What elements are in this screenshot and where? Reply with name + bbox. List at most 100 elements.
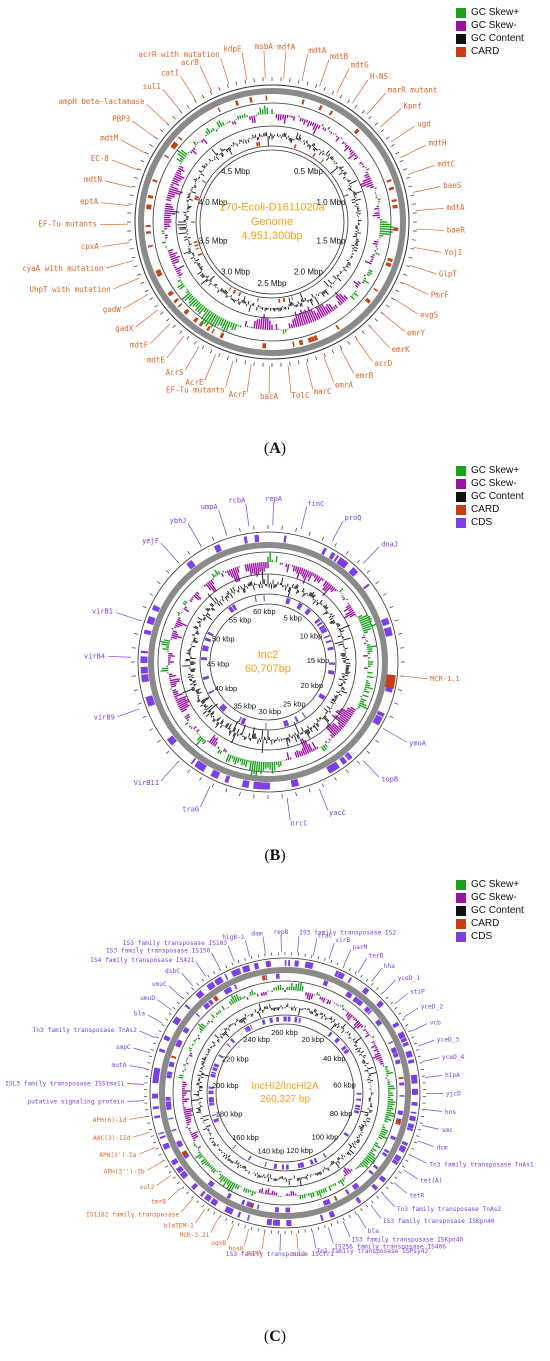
gene-label: terD (369, 952, 384, 959)
scale-tick (165, 1165, 168, 1168)
scale-tick (334, 777, 337, 781)
gc-content-bar (248, 1171, 251, 1175)
gc-content-bar (323, 604, 328, 609)
gene-leader-line (261, 1232, 265, 1250)
gc-content-bar (307, 143, 310, 147)
gc-skew-bar (345, 604, 351, 609)
gene-label: AcrF (229, 390, 248, 399)
gc-skew-bar (250, 1190, 254, 1196)
gene-label: gadW (103, 305, 122, 314)
scale-label: 2.0 Mbp (294, 267, 323, 276)
gc-skew-bar (366, 183, 374, 188)
gc-skew-bar (385, 1068, 388, 1071)
feature-arrow (372, 1164, 379, 1170)
scale-tick (194, 99, 197, 104)
gc-content-bar (330, 1160, 334, 1165)
gc-skew-bar (384, 1120, 388, 1123)
feature-arrow (367, 1010, 373, 1015)
scale-tick (339, 345, 343, 350)
gc-skew-bar (166, 198, 172, 202)
feature-arrow (357, 1000, 364, 1007)
gene-label: rcbA (228, 497, 246, 505)
gene-leader-line (417, 1040, 435, 1047)
gc-content-bar (229, 1024, 232, 1027)
scale-tick (231, 962, 234, 966)
gene-label: bacA (260, 392, 279, 401)
gc-content-bar (200, 278, 208, 285)
gc-skew-bar (197, 1034, 200, 1037)
scale-label: 1.5 Mbp (317, 236, 346, 245)
gc-content-bar (213, 156, 216, 158)
gc-skew-bar (341, 141, 345, 145)
inner-ring (209, 603, 327, 721)
gc-content-bar (342, 176, 346, 180)
feature-arrow (391, 1158, 399, 1166)
gc-skew-bar (202, 1156, 205, 1159)
scale-tick (376, 987, 379, 990)
gc-skew-bar (206, 127, 211, 134)
gc-content-bar (227, 295, 229, 298)
gc-skew-bar (179, 162, 182, 165)
gc-content-bar (228, 730, 231, 734)
scale-tick (196, 1200, 199, 1204)
scale-tick (213, 971, 216, 975)
gc-skew-bar (204, 1161, 209, 1166)
gc-content-bar (205, 275, 208, 278)
gc-content-bar (217, 602, 221, 607)
gc-content-bar (337, 1158, 340, 1161)
gc-content-bar (330, 620, 335, 625)
gc-content-bar (357, 1138, 360, 1141)
gc-skew-bar (324, 1187, 328, 1193)
gc-skew-bar (361, 636, 366, 639)
scale-label: 80 kbp (330, 1109, 353, 1118)
gc-content-bar (209, 275, 215, 282)
feature-arrow (146, 617, 156, 626)
gc-content-bar (208, 158, 212, 162)
gc-content-bar (334, 698, 337, 700)
scale-tick (128, 239, 133, 241)
scale-tick (150, 1049, 154, 1051)
gc-content-bar (184, 236, 188, 238)
gc-content-bar (342, 266, 345, 269)
gc-skew-bar (335, 135, 338, 138)
feature-arrow (195, 1012, 201, 1018)
gene-label: emrK (392, 345, 411, 354)
gc-skew-bar (218, 120, 223, 127)
gc-skew-bar (265, 991, 267, 996)
feature-arrow (203, 1002, 211, 1010)
gc-content-bar (206, 704, 213, 711)
scale-tick (413, 1042, 417, 1045)
gc-skew-bar (232, 756, 236, 762)
gc-skew-bar (172, 690, 179, 694)
scale-tick (137, 168, 142, 171)
gc-content-bar (209, 603, 214, 608)
gc-skew-bar (360, 1025, 364, 1029)
feature-arrow (195, 990, 205, 999)
gc-content-bar (330, 1018, 333, 1021)
gc-skew-bar (300, 568, 304, 575)
gc-skew-bar (343, 1174, 347, 1177)
gc-skew-bar (214, 574, 217, 577)
gc-skew-bar (222, 748, 226, 752)
feature-arrow (381, 1151, 388, 1157)
gc-skew-bar (191, 149, 197, 155)
gc-content-bar (345, 671, 351, 673)
gc-skew-bar (286, 564, 290, 573)
scale-label: 30 kbp (259, 707, 282, 716)
gc-content-bar (230, 144, 233, 147)
gc-skew-bar (203, 307, 208, 313)
gene-leader-line (370, 326, 390, 348)
gc-skew-bar (311, 741, 317, 750)
scale-tick (394, 702, 399, 705)
gc-content-bar (231, 1161, 234, 1164)
gc-skew-bar (189, 1131, 192, 1134)
gc-content-bar (256, 306, 258, 311)
gc-skew-bar (244, 564, 248, 572)
gc-content-bar (195, 178, 198, 180)
gc-skew-bar (241, 997, 244, 1000)
gc-content-bar (200, 273, 204, 277)
gc-content-bar (200, 268, 203, 271)
scale-tick (149, 728, 153, 731)
gc-content-bar (322, 1170, 325, 1173)
gc-skew-bar (173, 175, 183, 181)
